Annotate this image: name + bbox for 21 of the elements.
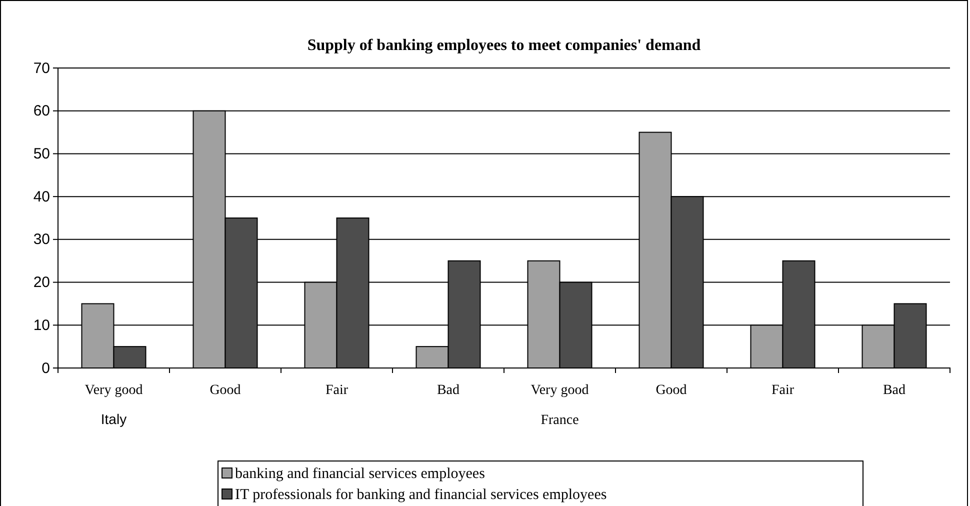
legend-label: banking and financial services employees — [235, 466, 486, 482]
x-tick-label: Good — [210, 383, 241, 398]
x-tick-label: Fair — [325, 383, 348, 398]
chart-title: Supply of banking employees to meet companies' demand — [307, 37, 701, 54]
y-tick-label: 70 — [33, 60, 50, 77]
y-tick-label: 0 — [42, 360, 50, 377]
x-tick-label: Fair — [771, 383, 794, 398]
x-tick-label: Good — [656, 383, 687, 398]
y-tick-label: 10 — [33, 316, 50, 334]
text: Italy — [100, 411, 127, 427]
x-tick-label: Very good — [530, 383, 589, 398]
x-tick-label: Very good — [84, 383, 143, 398]
legend-label: IT professionals for banking and financial services employees — [235, 487, 607, 503]
y-tick-label: 50 — [33, 146, 50, 163]
x-tick-label: Bad — [436, 383, 460, 398]
y-tick-label: 20 — [33, 274, 50, 292]
y-tick-label: 30 — [33, 231, 50, 248]
y-tick-label: 40 — [33, 188, 50, 206]
x-tick-label: Bad — [882, 383, 906, 398]
y-tick-label: 60 — [33, 102, 50, 120]
text: France — [540, 413, 579, 428]
